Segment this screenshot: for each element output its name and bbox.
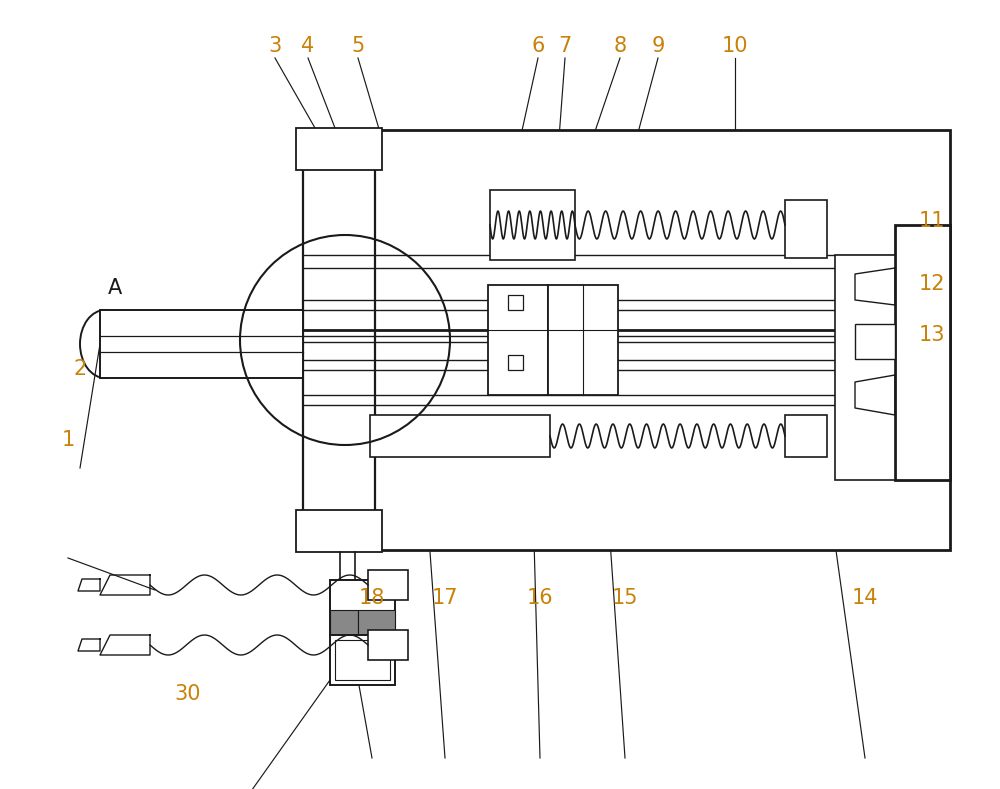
Text: 17: 17 [432, 588, 458, 608]
Bar [303, 130, 375, 550]
Bar [785, 200, 827, 258]
Bar [785, 415, 827, 457]
Polygon shape [78, 579, 100, 591]
Bar [370, 415, 550, 457]
Text: 11: 11 [919, 211, 945, 231]
Text: 16: 16 [527, 588, 553, 608]
Text: 6: 6 [531, 36, 545, 56]
Bar [310, 130, 950, 550]
Text: 4: 4 [301, 36, 315, 56]
Bar [296, 128, 382, 170]
Bar [296, 510, 382, 552]
Text: A: A [108, 278, 122, 298]
Bar [100, 310, 303, 378]
Bar [358, 610, 395, 635]
Text: 30: 30 [175, 684, 201, 705]
Text: 9: 9 [651, 36, 665, 56]
Text: 7: 7 [558, 36, 572, 56]
Bar [855, 324, 895, 359]
Text: 15: 15 [612, 588, 638, 608]
Bar [488, 285, 548, 395]
Bar [490, 190, 575, 260]
Bar [368, 570, 408, 600]
Text: 14: 14 [852, 588, 878, 608]
Bar [330, 635, 395, 685]
Polygon shape [100, 635, 150, 655]
Bar [835, 255, 895, 480]
Bar [335, 640, 390, 680]
Bar [548, 285, 618, 395]
Text: 12: 12 [919, 274, 945, 294]
Text: 8: 8 [613, 36, 627, 56]
Text: 5: 5 [351, 36, 365, 56]
Text: 2: 2 [73, 359, 87, 380]
Text: 10: 10 [722, 36, 748, 56]
Polygon shape [855, 268, 895, 305]
Text: 18: 18 [359, 588, 385, 608]
Text: 3: 3 [268, 36, 282, 56]
Polygon shape [78, 639, 100, 651]
Polygon shape [855, 375, 895, 415]
Bar [895, 225, 950, 480]
Bar [330, 580, 395, 635]
Text: 1: 1 [61, 430, 75, 451]
Bar [508, 295, 523, 310]
Bar [508, 355, 523, 370]
Bar [368, 630, 408, 660]
Bar [330, 610, 358, 635]
Polygon shape [100, 575, 150, 595]
Text: 13: 13 [919, 325, 945, 346]
